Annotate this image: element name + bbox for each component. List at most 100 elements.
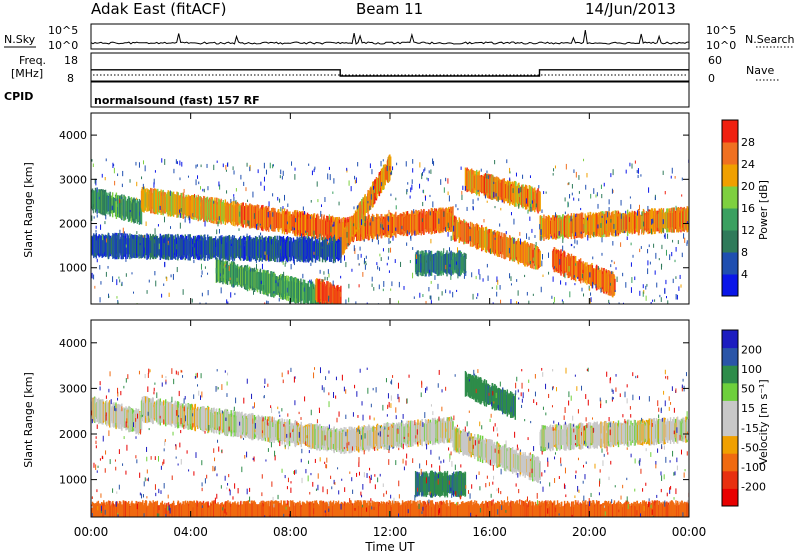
power-speckle [117,173,119,177]
power-speckle [262,285,264,290]
power-speckle [148,279,150,283]
power-speckle [381,182,383,187]
power-speckle [638,204,640,210]
power-speckle [319,269,321,274]
power-speckle [328,273,330,278]
power-speckle [577,276,579,279]
power-speckle [360,208,362,214]
power-speckle [326,241,328,245]
power-speckle [179,160,181,166]
power-speckle [209,253,211,260]
power-speckle [430,169,432,174]
power-colorbar-tick-label: 16 [741,202,755,215]
power-speckle [142,183,144,190]
power-speckle [236,242,238,249]
power-speckle [500,299,502,304]
power-speckle [153,178,155,185]
power-speckle [168,292,170,297]
power-speckle [457,208,459,211]
power-speckle [411,179,413,184]
power-speckle [173,252,175,259]
power-speckle [201,292,203,297]
power-speckle [675,205,677,211]
power-speckle [545,191,547,194]
power-speckle [102,234,104,241]
power-speckle [562,230,564,236]
power-speckle [218,216,220,221]
power-colorbar-swatch [722,274,738,297]
power-speckle [477,293,479,297]
power-speckle [684,237,686,243]
noise-tick-right-bottom: 10^0 [706,39,736,52]
power-speckle [266,254,268,261]
power-speckle [183,188,185,193]
power-speckle [445,226,447,232]
power-colorbar-swatch [722,186,738,209]
power-speckle [620,242,622,247]
power-speckle [489,248,491,255]
power-speckle [660,297,662,302]
power-speckle [292,226,294,231]
power-speckle [225,264,227,268]
power-speckle [121,281,123,286]
power-speckle [578,191,580,194]
power-speckle [354,175,356,180]
power-speckle [308,163,310,166]
power-speckle [642,284,644,289]
power-speckle [319,233,321,240]
power-speckle [279,248,281,254]
power-speckle [333,234,335,239]
power-colorbar-label: Power [dB] [757,180,770,240]
power-speckle [589,272,591,278]
power-speckle [395,227,397,231]
power-speckle [530,206,532,213]
power-speckle [246,233,248,239]
power-speckle [625,282,627,288]
power-speckle [120,283,122,287]
power-speckle [584,225,586,229]
power-speckle [204,220,206,227]
power-speckle [238,228,240,231]
power-speckle [179,209,181,213]
power-speckle [461,190,463,195]
power-speckle [314,166,316,170]
power-speckle [582,219,584,224]
power-speckle [146,290,148,294]
power-speckle [630,242,632,246]
power-speckle [552,276,554,282]
power-colorbar-swatch [722,230,738,253]
power-speckle [213,201,215,204]
power-speckle [639,248,641,253]
power-speckle [677,240,679,245]
power-speckle [460,166,462,170]
power-speckle [390,172,392,175]
power-speckle [320,210,322,217]
power-speckle [420,257,422,263]
power-speckle [539,224,541,230]
power-speckle [230,198,232,203]
power-speckle [441,291,443,296]
power-speckle [370,194,372,200]
power-colorbar-tick-label: 12 [741,224,755,237]
power-colorbar-swatch [722,208,738,231]
power-speckle [654,299,656,302]
power-speckle [595,284,597,288]
power-speckle [674,259,676,263]
power-speckle [662,170,664,175]
power-speckle [119,279,121,283]
power-speckle [248,220,250,226]
power-speckle [501,199,503,203]
power-speckle [583,293,585,297]
power-speckle [651,219,653,225]
power-speckle [601,193,603,199]
power-speckle [615,267,617,270]
power-speckle [229,277,231,281]
nave-tick-top: 60 [708,54,722,67]
power-speckle [99,297,101,303]
power-speckle [263,185,265,191]
power-speckle [93,274,95,280]
power-speckle [92,208,94,214]
power-speckle [443,211,445,217]
power-speckle [196,164,198,167]
power-speckle [389,240,391,244]
